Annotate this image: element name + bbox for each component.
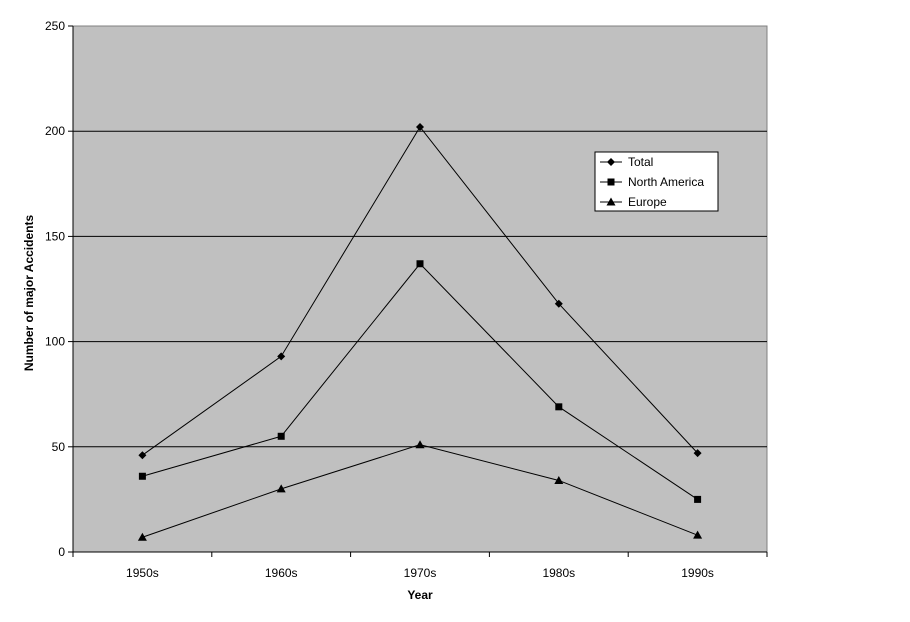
y-tick-label-200: 200 [45,124,65,138]
legend-label-europe: Europe [628,195,667,209]
data-point-total-1970s [416,122,424,131]
data-point-europe-1990s [693,530,703,539]
data-point-total-1950s [138,451,147,460]
data-point-europe-1980s [554,475,564,484]
x-tick-label-1960s: 1960s [265,566,298,580]
x-tick-label-1980s: 1980s [542,566,575,580]
y-tick-label-150: 150 [45,229,65,243]
data-point-total-1960s [277,352,286,361]
y-axis-title: Number of major Accidents [22,215,36,372]
data-point-north-america-1980s [555,403,563,411]
legend-label-north-america: North America [628,175,704,189]
x-tick-label-1950s: 1950s [126,566,159,580]
axes [68,25,768,557]
data-point-total-1990s [693,449,702,458]
data-point-total-1980s [554,299,563,308]
series-europe [137,440,703,541]
data-point-north-america-1960s [277,432,285,440]
data-point-north-america-1990s [694,495,702,503]
legend-items: Total North America Europe [600,155,704,209]
x-axis-title: Year [407,588,433,602]
x-tick-labels: 1950s 1960s 1970s 1980s 1990s [126,566,714,580]
data-point-europe-1950s [137,532,147,541]
series-group [137,122,703,541]
legend-marker-total [607,158,615,166]
series-north-america [138,260,702,503]
data-point-europe-1970s [415,440,425,449]
y-tick-label-100: 100 [45,335,65,349]
y-tick-label-250: 250 [45,19,65,33]
data-point-north-america-1970s [416,260,424,268]
data-point-north-america-1950s [138,472,146,480]
x-tick-label-1990s: 1990s [681,566,714,580]
plot-area [72,25,768,553]
y-tick-label-0: 0 [58,545,65,559]
legend-marker-north-america [607,178,615,186]
data-point-europe-1960s [276,484,286,493]
legend: Total North America Europe [594,151,719,212]
y-tick-labels: 0 50 100 150 200 250 [45,19,65,559]
series-total [138,122,702,460]
legend-label-total: Total [628,155,653,169]
y-tick-label-50: 50 [52,440,66,454]
x-tick-label-1970s: 1970s [404,566,437,580]
legend-marker-europe [606,197,616,206]
